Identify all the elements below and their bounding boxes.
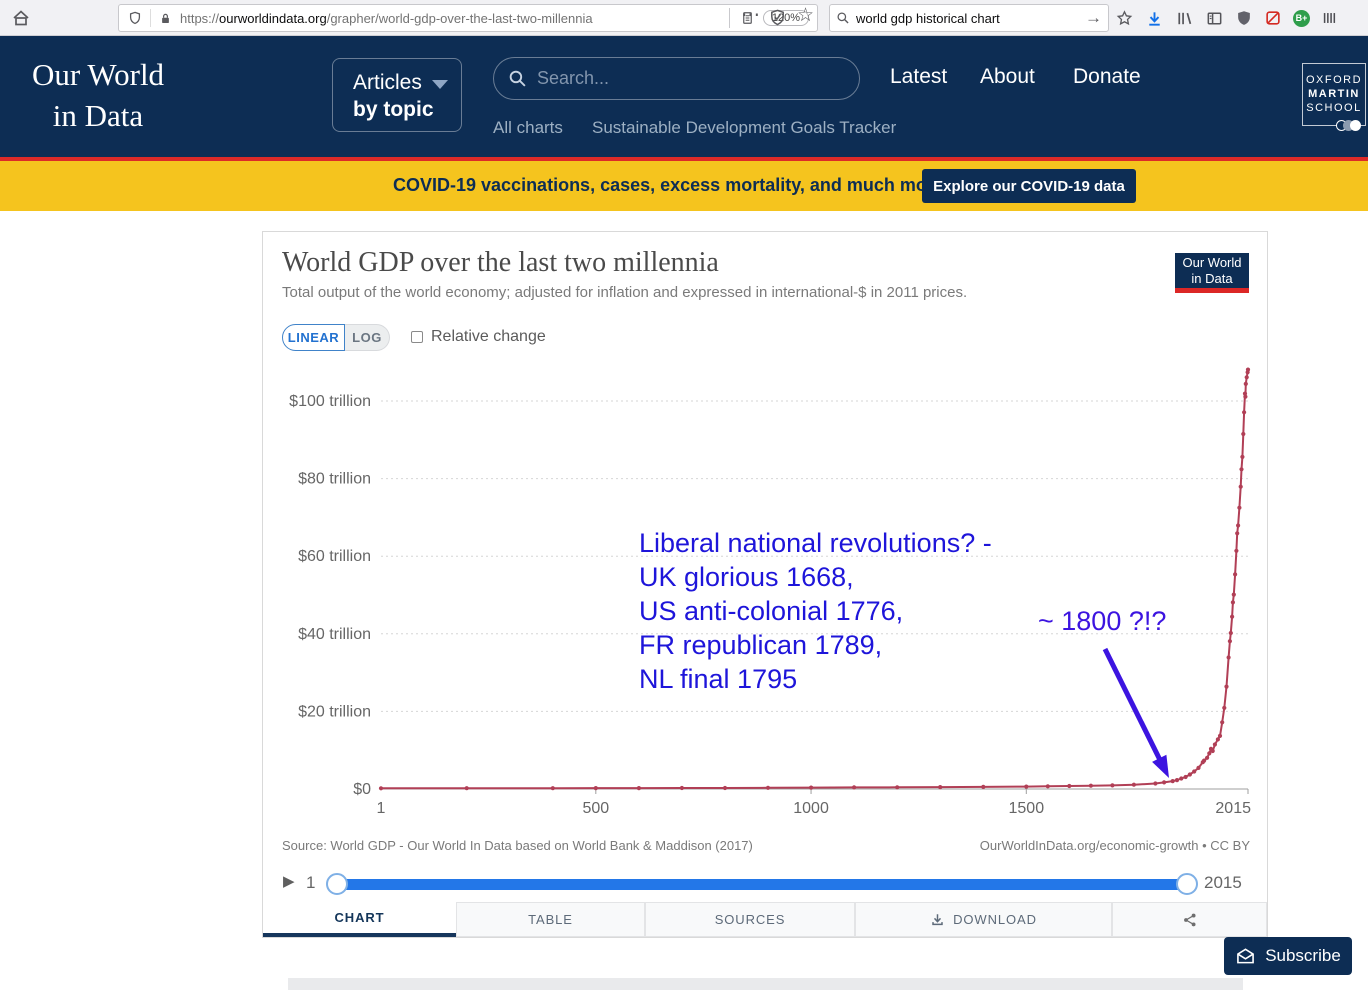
articles-by-topic-button[interactable]: Articles by topic xyxy=(332,58,462,132)
search-icon xyxy=(836,11,850,25)
grapher-tabs: CHART TABLE SOURCES DOWNLOAD xyxy=(263,902,1267,937)
barcode-extension-icon[interactable] xyxy=(1321,9,1339,27)
tab-sources[interactable]: SOURCES xyxy=(645,902,855,937)
timeline-start-handle[interactable] xyxy=(326,873,348,895)
timeline-play-icon[interactable]: ▶ xyxy=(283,873,295,890)
oxford-line1: OXFORD xyxy=(1305,74,1363,86)
log-scale-button[interactable]: LOG xyxy=(345,324,390,351)
articles-label: Articles xyxy=(353,71,422,94)
relative-change-checkbox[interactable] xyxy=(411,331,423,343)
nav-about[interactable]: About xyxy=(980,65,1035,88)
owid-logo-line2: in Data xyxy=(52,98,144,133)
urlbar-divider xyxy=(150,9,151,27)
annotation-text-block: Liberal national revolutions? - UK glori… xyxy=(639,528,992,694)
svg-text:$80 trillion: $80 trillion xyxy=(298,471,371,488)
oxford-line3: SCHOOL xyxy=(1306,102,1362,114)
tab-share[interactable] xyxy=(1112,902,1267,937)
library-icon[interactable] xyxy=(1175,9,1194,28)
explore-covid-data-button[interactable]: Explore our COVID-19 data xyxy=(922,169,1136,203)
download-icon xyxy=(930,912,945,927)
browser-toolbar: https://ourworldindata.org/grapher/world… xyxy=(0,0,1368,36)
adblock-shield-icon[interactable] xyxy=(1235,9,1253,27)
chart-title: World GDP over the last two millennia xyxy=(282,247,719,278)
extension-icons: B+ xyxy=(1115,0,1339,36)
annotation-1800-label: ~ 1800 ?!? xyxy=(1038,606,1167,636)
nav-all-charts[interactable]: All charts xyxy=(493,118,563,137)
timeline-slider-track[interactable] xyxy=(337,879,1187,890)
svg-text:2015: 2015 xyxy=(1215,800,1251,817)
nav-latest[interactable]: Latest xyxy=(890,65,948,88)
site-header: Our World in Data Articles by topic Sear… xyxy=(0,36,1368,157)
svg-text:1500: 1500 xyxy=(1009,800,1045,817)
svg-text:$0: $0 xyxy=(353,781,371,798)
chevron-down-icon xyxy=(431,80,448,89)
header-red-divider xyxy=(0,157,1368,161)
owid-logo[interactable]: Our World in Data xyxy=(8,54,188,136)
oxford-circles-icon xyxy=(1336,120,1361,131)
reader-mode-icon[interactable] xyxy=(740,10,755,26)
timeline-start-label: 1 xyxy=(306,873,316,892)
toolbar-divider xyxy=(729,8,730,28)
zoom-level-badge[interactable]: 120% xyxy=(762,10,809,26)
timeline-end-handle[interactable] xyxy=(1176,873,1198,895)
chart-plot-area[interactable]: $0 $20 trillion $40 trillion $60 trillion $8… xyxy=(263,357,1269,837)
source-row: Source: World GDP - Our World In Data ba… xyxy=(282,838,1250,853)
oxford-martin-logo[interactable]: OXFORD MARTIN SCHOOL xyxy=(1302,63,1366,131)
svg-text:$60 trillion: $60 trillion xyxy=(298,548,371,565)
bookmark-toolbar-icon[interactable] xyxy=(1115,9,1134,28)
timeline-end-label: 2015 xyxy=(1204,873,1242,892)
relative-change-control[interactable]: Relative change xyxy=(411,328,546,346)
url-text: https://ourworldindata.org/grapher/world… xyxy=(180,10,593,26)
owid-logo-line1: Our World xyxy=(31,57,165,92)
source-text: Source: World GDP - Our World In Data ba… xyxy=(282,838,753,853)
owid-card-logo[interactable]: Our World in Data xyxy=(1175,253,1249,293)
svg-text:$40 trillion: $40 trillion xyxy=(298,626,371,643)
oxford-line2: MARTIN xyxy=(1308,88,1360,100)
envelope-icon xyxy=(1235,947,1256,965)
bookmark-star-icon[interactable]: ☆ xyxy=(797,5,815,26)
site-search-icon xyxy=(508,69,527,88)
next-section-strip xyxy=(288,978,1243,990)
tab-download[interactable]: DOWNLOAD xyxy=(855,902,1112,937)
tab-table[interactable]: TABLE xyxy=(456,902,645,937)
scale-toggle: LINEAR LOG xyxy=(282,324,390,351)
permissions-shield-icon[interactable] xyxy=(127,10,143,26)
linear-scale-button[interactable]: LINEAR xyxy=(282,324,345,351)
noscript-icon[interactable] xyxy=(1264,9,1282,27)
tab-chart[interactable]: CHART xyxy=(263,902,456,937)
browser-search-bar[interactable]: → xyxy=(829,4,1109,32)
bplus-extension-icon[interactable]: B+ xyxy=(1293,9,1310,27)
covid-banner-text: COVID-19 vaccinations, cases, excess mor… xyxy=(393,175,944,195)
svg-text:1000: 1000 xyxy=(793,800,829,817)
grapher-chart-card: World GDP over the last two millennia To… xyxy=(262,231,1268,938)
downloads-icon[interactable] xyxy=(1145,9,1164,28)
nav-sdg-tracker[interactable]: Sustainable Development Goals Tracker xyxy=(592,118,897,137)
home-icon[interactable] xyxy=(11,8,31,28)
search-go-icon[interactable]: → xyxy=(1085,8,1102,27)
overflow-menu-icon[interactable]: ⋯ xyxy=(741,5,760,26)
share-icon xyxy=(1182,912,1198,928)
browser-search-input[interactable] xyxy=(856,10,1085,26)
svg-text:500: 500 xyxy=(582,800,609,817)
relative-change-label: Relative change xyxy=(431,328,546,345)
url-bar[interactable]: https://ourworldindata.org/grapher/world… xyxy=(118,4,818,32)
lock-icon xyxy=(158,11,173,26)
subscribe-button[interactable]: Subscribe xyxy=(1224,937,1352,975)
by-topic-label: by topic xyxy=(353,98,434,121)
covid-banner: COVID-19 vaccinations, cases, excess mor… xyxy=(0,161,1368,211)
site-search[interactable]: Search... xyxy=(493,57,860,100)
nav-donate[interactable]: Donate xyxy=(1073,65,1141,88)
sidebar-toggle-icon[interactable] xyxy=(1205,9,1224,28)
card-logo-line2: in Data xyxy=(1191,270,1233,286)
protections-shield-icon[interactable] xyxy=(768,8,787,27)
gdp-line-chart[interactable]: $0 $20 trillion $40 trillion $60 trillion $8… xyxy=(263,357,1269,837)
svg-text:1: 1 xyxy=(377,800,386,817)
site-search-placeholder: Search... xyxy=(537,68,610,88)
subscribe-label: Subscribe xyxy=(1265,946,1341,965)
source-link[interactable]: OurWorldInData.org/economic-growth • CC … xyxy=(979,838,1250,853)
card-logo-line1: Our World xyxy=(1182,254,1242,270)
svg-text:$20 trillion: $20 trillion xyxy=(298,703,371,720)
chart-subtitle: Total output of the world economy; adjus… xyxy=(282,284,968,301)
svg-text:$100 trillion: $100 trillion xyxy=(289,393,371,410)
